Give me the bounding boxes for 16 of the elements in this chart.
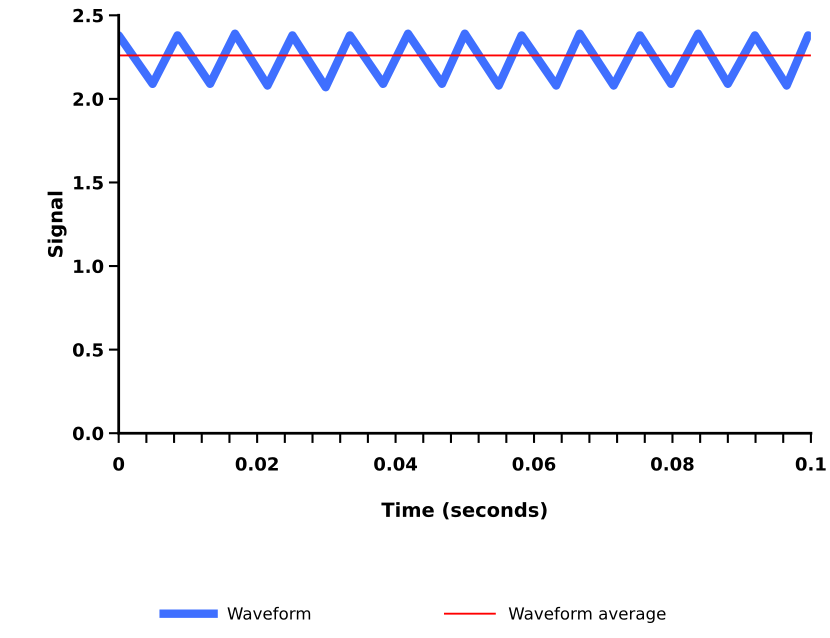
y-tick-label: 1.0 xyxy=(74,260,104,274)
x-axis-title: Time (seconds) xyxy=(381,502,547,520)
y-tick-label: 2.0 xyxy=(74,92,104,106)
y-tick-label: 1.5 xyxy=(74,176,103,190)
x-tick-label: 0 xyxy=(113,457,124,471)
x-tick-label: 0.1 xyxy=(796,457,826,471)
x-tick-label: 0.02 xyxy=(236,457,278,471)
y-axis-title: Signal xyxy=(48,192,67,257)
y-tick-label: 0.0 xyxy=(72,426,104,440)
x-tick-label: 0.08 xyxy=(651,457,694,471)
legend-label: Waveform xyxy=(228,606,310,620)
x-tick-label: 0.04 xyxy=(374,457,418,471)
y-tick-label: 0.5 xyxy=(72,343,103,357)
x-tick-label: 0.06 xyxy=(512,457,556,471)
y-tick-label: 2.5 xyxy=(74,8,103,22)
legend-label: Waveform average xyxy=(508,606,666,623)
